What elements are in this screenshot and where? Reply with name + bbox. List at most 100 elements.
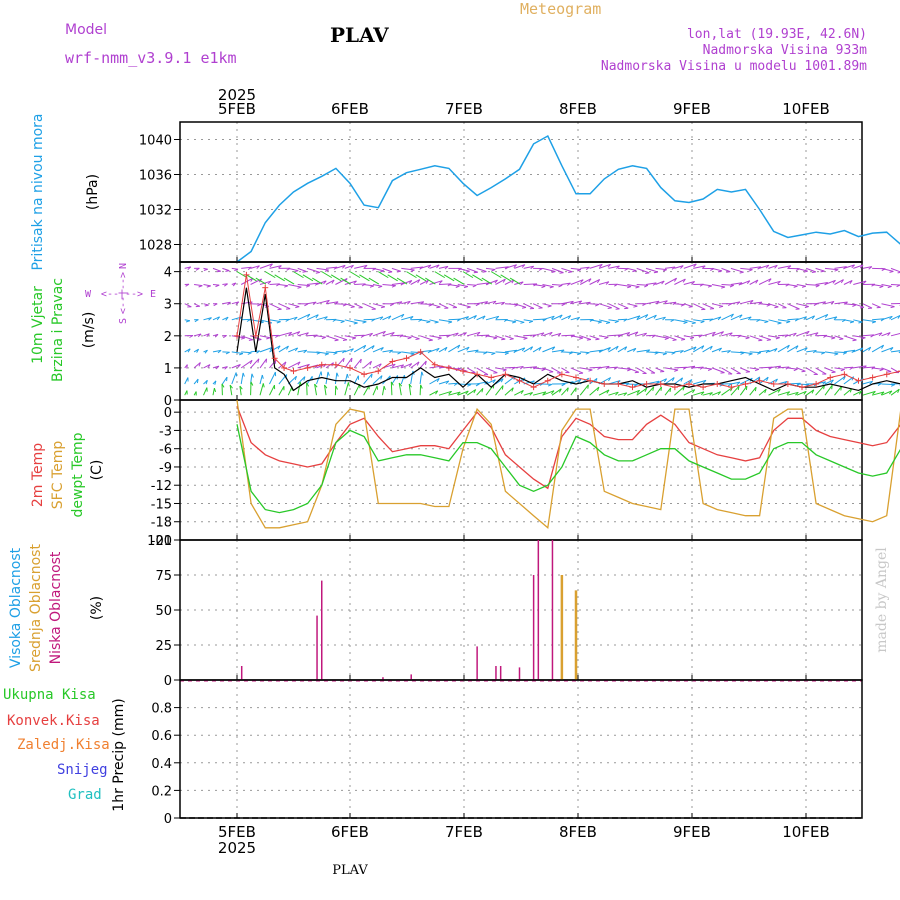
wind-arrow: [372, 385, 378, 396]
wind-arrow: [391, 301, 403, 305]
wind-arrow-head: [642, 303, 647, 307]
wind-arrow-head: [380, 270, 385, 273]
wind-arrow: [674, 265, 684, 269]
wind-arrow-head: [793, 368, 798, 372]
wind-arrow: [302, 274, 314, 282]
wind-arrow-head: [578, 300, 583, 305]
wind-arrow: [674, 303, 685, 306]
wind-arrow: [871, 303, 881, 308]
wind-arrow-head: [801, 370, 806, 373]
wind-arrow-head: [315, 271, 320, 274]
wind-arrow: [749, 266, 761, 269]
wind-arrow-head: [465, 270, 470, 273]
wind-arrow: [274, 274, 285, 282]
wind-arrow: [740, 267, 753, 271]
wind-arrow-head: [701, 345, 705, 350]
wind-arrow-head: [551, 271, 556, 273]
wind-arrow: [269, 283, 280, 285]
wind-arrow: [212, 316, 220, 321]
wind-arrow: [759, 303, 771, 306]
wind-arrow-head: [242, 372, 245, 377]
wind-arrow: [871, 344, 884, 353]
wind-arrow: [495, 335, 506, 340]
wind-arrow: [410, 301, 424, 305]
wind-arrow: [702, 392, 713, 396]
wind-arrow: [344, 373, 348, 385]
precip-frame: [179, 679, 863, 819]
wind-arrow: [359, 274, 370, 282]
wind-arrow-head: [608, 377, 612, 382]
wind-arrow-head: [363, 265, 368, 269]
wind-arrow: [354, 319, 367, 323]
wind-arrow: [307, 282, 319, 285]
wind-arrow: [674, 319, 688, 323]
wind-arrow: [466, 389, 476, 396]
wind-ylabel-2: Brzina i Pravac: [50, 278, 66, 382]
wind-arrow-head: [294, 270, 299, 273]
wind-arrows: [184, 263, 900, 396]
wind-arrow-head: [256, 350, 261, 354]
wind-arrow: [711, 284, 726, 288]
wind-arrow: [551, 267, 564, 274]
wind-arrow: [523, 319, 533, 322]
wind-arrow: [297, 284, 310, 287]
wind-arrow: [702, 331, 716, 337]
wind-arrow: [636, 349, 650, 353]
wind-arrow: [485, 335, 498, 339]
wind-arrow-head: [804, 347, 808, 352]
wind-arrow: [740, 280, 750, 285]
wind-arrow: [325, 266, 338, 269]
wind-arrow: [429, 264, 440, 269]
wind-arrow: [655, 351, 667, 354]
wind-arrow: [259, 358, 268, 369]
wind-arrow: [495, 385, 504, 396]
wind-arrow: [382, 267, 393, 273]
wind-arrow-head: [465, 390, 469, 395]
wind-arrow-head: [284, 285, 289, 288]
wind-arrow-head: [351, 337, 357, 340]
wind-arrow: [495, 378, 504, 385]
wind-arrow: [288, 361, 301, 369]
top-day-label: 9FEB: [673, 100, 711, 118]
wind-arrow-head: [492, 379, 496, 384]
wind-arrow-head: [681, 338, 686, 341]
wind-arrow-head: [596, 279, 601, 284]
precip-ytick-label: 0.2: [151, 784, 172, 799]
wind-arrow: [617, 318, 628, 321]
wind-arrow: [306, 314, 319, 321]
wind-arrow: [363, 385, 370, 396]
wind-arrow-head: [858, 321, 863, 324]
wind-arrow: [834, 375, 846, 385]
wind-arrow: [580, 335, 592, 340]
wind-arrow: [278, 284, 289, 287]
wind-arrow-head: [793, 332, 797, 337]
bottom-day-label: 10FEB: [782, 823, 829, 841]
wind-arrow-head: [208, 317, 212, 321]
wind-arrow-head: [547, 383, 553, 387]
wind-arrow-head: [721, 286, 726, 289]
wind-arrow-head: [520, 321, 525, 324]
wind-arrow-head: [350, 348, 354, 353]
wind-arrow: [344, 348, 354, 353]
wind-arrow-head: [204, 349, 208, 354]
wind-arrow: [721, 313, 734, 321]
wind-arrow: [721, 284, 734, 286]
wind-arrow: [382, 332, 395, 337]
wind-arrow: [466, 367, 476, 373]
sfc-temp-line: [236, 399, 900, 530]
wind-arrow: [372, 363, 382, 369]
wind-arrow-head: [683, 321, 688, 324]
wind-arrow-head: [391, 332, 395, 336]
wind-arrow: [824, 316, 838, 321]
wind-arrow-head: [786, 391, 791, 395]
wind-arrow: [881, 367, 892, 373]
wind-arrow-head: [434, 321, 439, 324]
wind-arrow: [288, 267, 299, 272]
compass-north: N: [118, 263, 129, 269]
wind-arrow-head: [465, 316, 469, 320]
wind-arrow-head: [887, 332, 891, 337]
wind-arrow-head: [878, 332, 883, 337]
wind-arrow: [467, 331, 481, 337]
wind-arrow-head: [633, 383, 638, 387]
wind-arrow-head: [189, 335, 194, 338]
